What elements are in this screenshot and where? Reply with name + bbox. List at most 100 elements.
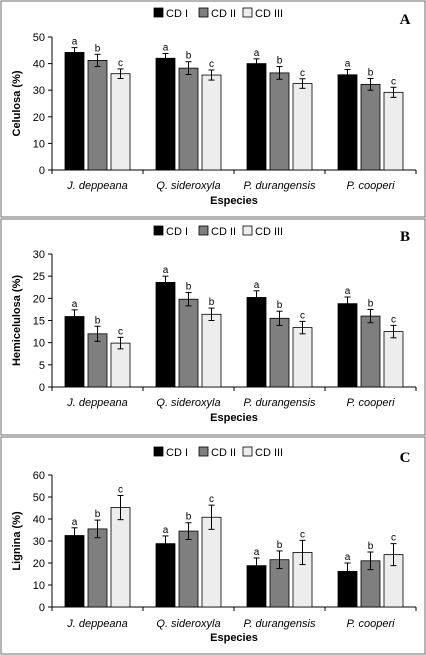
legend-swatch [198, 225, 209, 236]
bar [155, 543, 176, 608]
y-tick-label: 0 [39, 602, 45, 614]
bar [178, 530, 199, 608]
significance-label: a [72, 299, 78, 310]
significance-label: b [186, 282, 192, 293]
y-tick-label: 25 [33, 271, 45, 283]
bar [64, 52, 85, 171]
panel-a: 0 10 20 30 40 50 Celulosa (%) Especies A CD I CD I… [0, 0, 426, 218]
bar [110, 342, 131, 388]
y-tick-label: 5 [39, 360, 45, 372]
y-tick-label: 40 [33, 514, 45, 526]
y-tick-label: 50 [33, 32, 45, 44]
significance-label: a [254, 547, 260, 558]
bar [155, 281, 176, 388]
y-tick-label: 30 [33, 85, 45, 97]
y-tick-label: 30 [33, 536, 45, 548]
legend-swatch [153, 7, 164, 18]
y-tick-label: 10 [33, 138, 45, 150]
bar [178, 298, 199, 388]
significance-label: a [72, 37, 78, 48]
x-axis-title: Especies [210, 195, 258, 207]
bar [201, 516, 222, 608]
bar [201, 313, 222, 388]
legend-label: CD II [211, 226, 236, 238]
significance-label: c [391, 533, 396, 544]
y-tick-label: 0 [39, 165, 45, 177]
y-tick-label: 20 [33, 293, 45, 305]
legend-swatch [242, 225, 253, 236]
legend-swatch [198, 7, 209, 18]
y-tick-label: 40 [33, 59, 45, 71]
significance-label: b [95, 509, 101, 520]
legend-swatch [242, 446, 253, 457]
significance-label: a [345, 58, 351, 69]
panel-c: 0 10 20 30 40 50 60 Lignina (%) Especies C CD I CD … [0, 436, 426, 655]
bar [87, 60, 108, 171]
y-tick-label: 50 [33, 492, 45, 504]
bar [246, 297, 267, 388]
y-tick-label: 20 [33, 112, 45, 124]
legend-label: CD II [211, 8, 236, 20]
bar [201, 74, 222, 171]
panel-letter: C [400, 450, 411, 466]
category-label: P. durangensis [244, 180, 316, 192]
legend-label: CD III [255, 8, 283, 20]
y-tick-label: 10 [33, 338, 45, 350]
category-label: P. cooperi [346, 397, 395, 409]
legend-label: CD I [166, 8, 188, 20]
legend-swatch [198, 446, 209, 457]
panel-b: 0 5 10 15 20 25 30 Hemicelulosa (%) Especies B CD … [0, 218, 426, 436]
bar [178, 67, 199, 171]
significance-label: b [368, 67, 374, 78]
bar [360, 315, 381, 388]
bar [269, 317, 290, 388]
y-tick-label: 15 [33, 316, 45, 328]
legend-swatch [153, 446, 164, 457]
legend-label: CD II [211, 447, 236, 459]
bar [110, 507, 131, 608]
bar [110, 73, 131, 171]
category-label: J. deppeana [66, 618, 128, 630]
category-label: P. durangensis [244, 397, 316, 409]
category-label: J. deppeana [66, 397, 128, 409]
category-label: Q. sideroxyla [156, 180, 220, 192]
significance-label: c [300, 68, 305, 79]
y-tick-label: 10 [33, 580, 45, 592]
x-axis-title: Especies [210, 632, 258, 644]
significance-label: c [391, 76, 396, 87]
bar [383, 331, 404, 388]
bar [269, 72, 290, 171]
significance-label: b [95, 43, 101, 54]
significance-label: b [277, 540, 283, 551]
significance-label: c [118, 326, 123, 337]
significance-label: b [368, 541, 374, 552]
category-label: Q. sideroxyla [156, 618, 220, 630]
y-tick-label: 60 [33, 470, 45, 482]
significance-label: b [186, 512, 192, 523]
y-axis-title: Celulosa (%) [11, 70, 23, 136]
panel-letter: A [400, 12, 411, 28]
significance-label: c [300, 310, 305, 321]
legend-label: CD I [166, 226, 188, 238]
y-tick-label: 30 [33, 249, 45, 261]
significance-label: c [391, 314, 396, 325]
significance-label: c [300, 529, 305, 540]
bar [246, 63, 267, 171]
legend-label: CD I [166, 447, 188, 459]
significance-label: a [163, 42, 169, 53]
y-axis-title: Lignina (%) [11, 511, 23, 571]
legend-swatch [242, 7, 253, 18]
significance-label: a [345, 286, 351, 297]
y-axis-title: Hemicelulosa (%) [11, 275, 23, 366]
significance-label: a [163, 525, 169, 536]
significance-label: a [163, 265, 169, 276]
category-label: Q. sideroxyla [156, 397, 220, 409]
bar [360, 83, 381, 171]
significance-label: a [72, 517, 78, 528]
significance-label: b [277, 300, 283, 311]
bar [64, 535, 85, 608]
category-label: P. cooperi [346, 180, 395, 192]
category-label: J. deppeana [66, 180, 128, 192]
legend-swatch [153, 225, 164, 236]
